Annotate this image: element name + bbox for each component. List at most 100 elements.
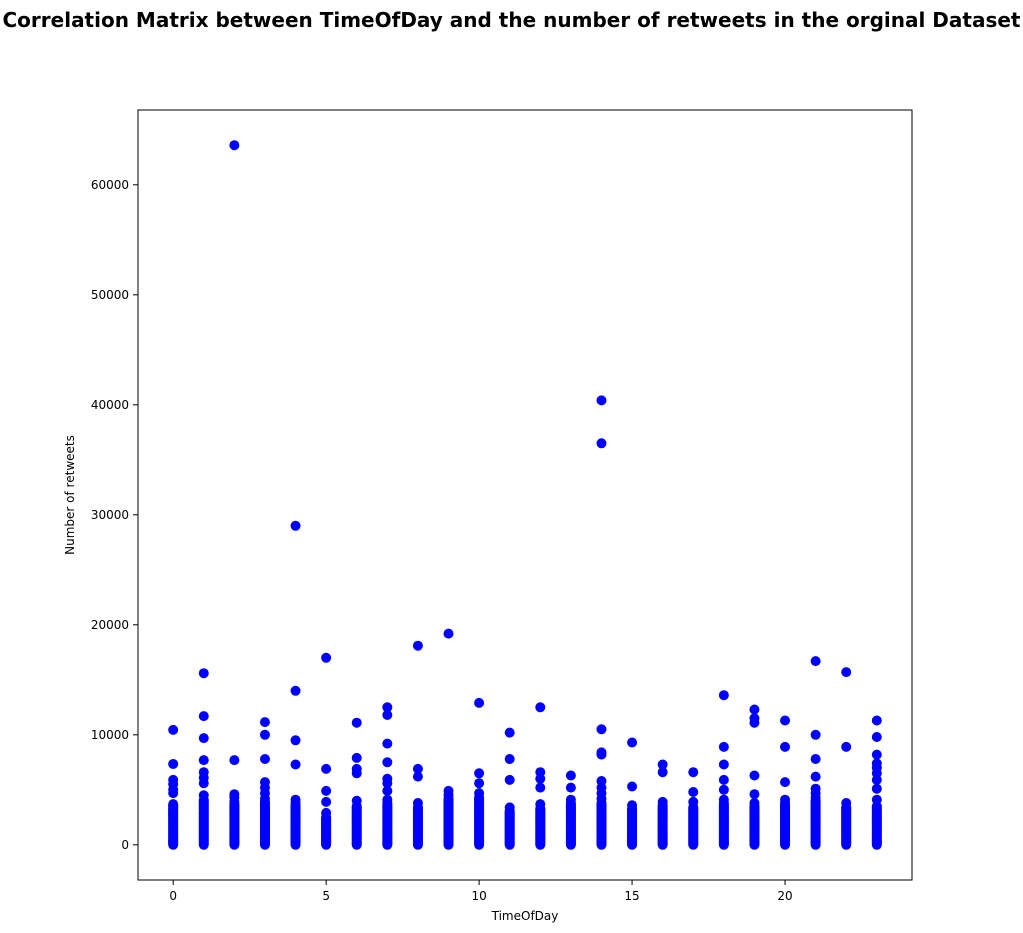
data-point — [749, 717, 760, 728]
data-point — [474, 697, 485, 708]
data-point — [259, 717, 270, 728]
data-point — [321, 652, 332, 663]
data-point — [382, 710, 393, 720]
data-point — [474, 788, 485, 799]
data-point — [871, 794, 882, 805]
data-point — [229, 140, 240, 151]
data-point — [382, 702, 393, 713]
data-point — [412, 798, 423, 808]
data-point — [321, 785, 332, 796]
y-tick-label: 50000 — [91, 288, 129, 302]
data-point — [718, 690, 729, 701]
data-point — [168, 788, 179, 799]
data-point — [443, 790, 454, 801]
data-point — [198, 778, 209, 789]
data-point — [810, 754, 821, 764]
data-point — [688, 796, 699, 807]
data-point — [780, 794, 791, 805]
data-point — [657, 767, 668, 778]
data-point — [780, 777, 791, 788]
data-point — [259, 793, 270, 804]
data-point — [198, 711, 209, 722]
x-axis-label: TimeOfDay — [491, 909, 559, 923]
data-point — [290, 520, 301, 531]
data-point — [688, 787, 699, 797]
data-point — [657, 796, 668, 807]
data-point — [504, 774, 515, 785]
data-point — [229, 755, 240, 766]
data-point — [229, 796, 240, 807]
data-point — [810, 771, 821, 782]
x-tick-label: 15 — [624, 889, 639, 903]
x-axis: 0 5 10 15 20 — [169, 880, 793, 903]
data-point — [871, 774, 882, 785]
data-point — [351, 768, 362, 779]
data-point — [198, 755, 209, 766]
data-point — [504, 727, 515, 738]
data-point — [259, 754, 270, 764]
data-point — [596, 438, 607, 449]
data-point — [718, 794, 729, 805]
data-point — [871, 783, 882, 794]
data-point — [382, 757, 393, 768]
data-point — [382, 794, 393, 805]
data-point — [504, 754, 515, 764]
data-point — [168, 758, 179, 769]
data-point — [412, 763, 423, 774]
data-point — [627, 781, 638, 792]
data-point — [504, 802, 515, 813]
data-point — [565, 782, 576, 793]
data-point — [596, 793, 607, 804]
data-point — [168, 724, 179, 735]
data-point — [780, 715, 791, 726]
data-point — [198, 790, 209, 801]
data-point — [596, 395, 607, 406]
data-point — [382, 738, 393, 749]
data-point — [259, 729, 270, 740]
data-point — [810, 792, 821, 803]
data-point — [718, 784, 729, 795]
data-point — [810, 656, 821, 667]
x-tick-label: 0 — [169, 889, 177, 903]
data-point — [841, 798, 852, 808]
data-point — [474, 778, 485, 789]
data-point — [198, 668, 209, 679]
data-point — [841, 667, 852, 678]
data-point — [657, 759, 668, 770]
data-point — [749, 798, 760, 808]
y-tick-label: 20000 — [91, 618, 129, 632]
data-point — [627, 800, 638, 811]
y-tick-label: 30000 — [91, 508, 129, 522]
data-point — [688, 767, 699, 778]
data-point — [718, 741, 729, 752]
data-point — [810, 729, 821, 740]
data-point — [535, 773, 546, 784]
data-point — [718, 774, 729, 785]
data-point — [535, 782, 546, 793]
y-axis-label: Number of retweets — [63, 435, 77, 555]
y-tick-label: 40000 — [91, 398, 129, 412]
y-tick-label: 0 — [121, 838, 129, 852]
data-point — [443, 628, 454, 639]
data-point — [627, 737, 638, 748]
plot-area-frame — [137, 109, 913, 881]
data-point — [780, 741, 791, 752]
data-point — [474, 768, 485, 779]
data-point — [351, 795, 362, 806]
points-layer — [168, 140, 882, 850]
data-point — [565, 794, 576, 805]
y-tick-label: 60000 — [91, 178, 129, 192]
data-point — [290, 798, 301, 808]
data-point — [596, 749, 607, 760]
y-tick-label: 10000 — [91, 728, 129, 742]
data-point — [321, 807, 332, 818]
y-axis: 0 10000 20000 30000 40000 50000 60000 — [91, 178, 138, 852]
data-point — [412, 640, 423, 651]
data-point — [321, 763, 332, 774]
data-point — [596, 724, 607, 735]
data-point — [382, 785, 393, 796]
data-point — [749, 770, 760, 781]
x-tick-label: 5 — [322, 889, 330, 903]
data-point — [871, 732, 882, 742]
